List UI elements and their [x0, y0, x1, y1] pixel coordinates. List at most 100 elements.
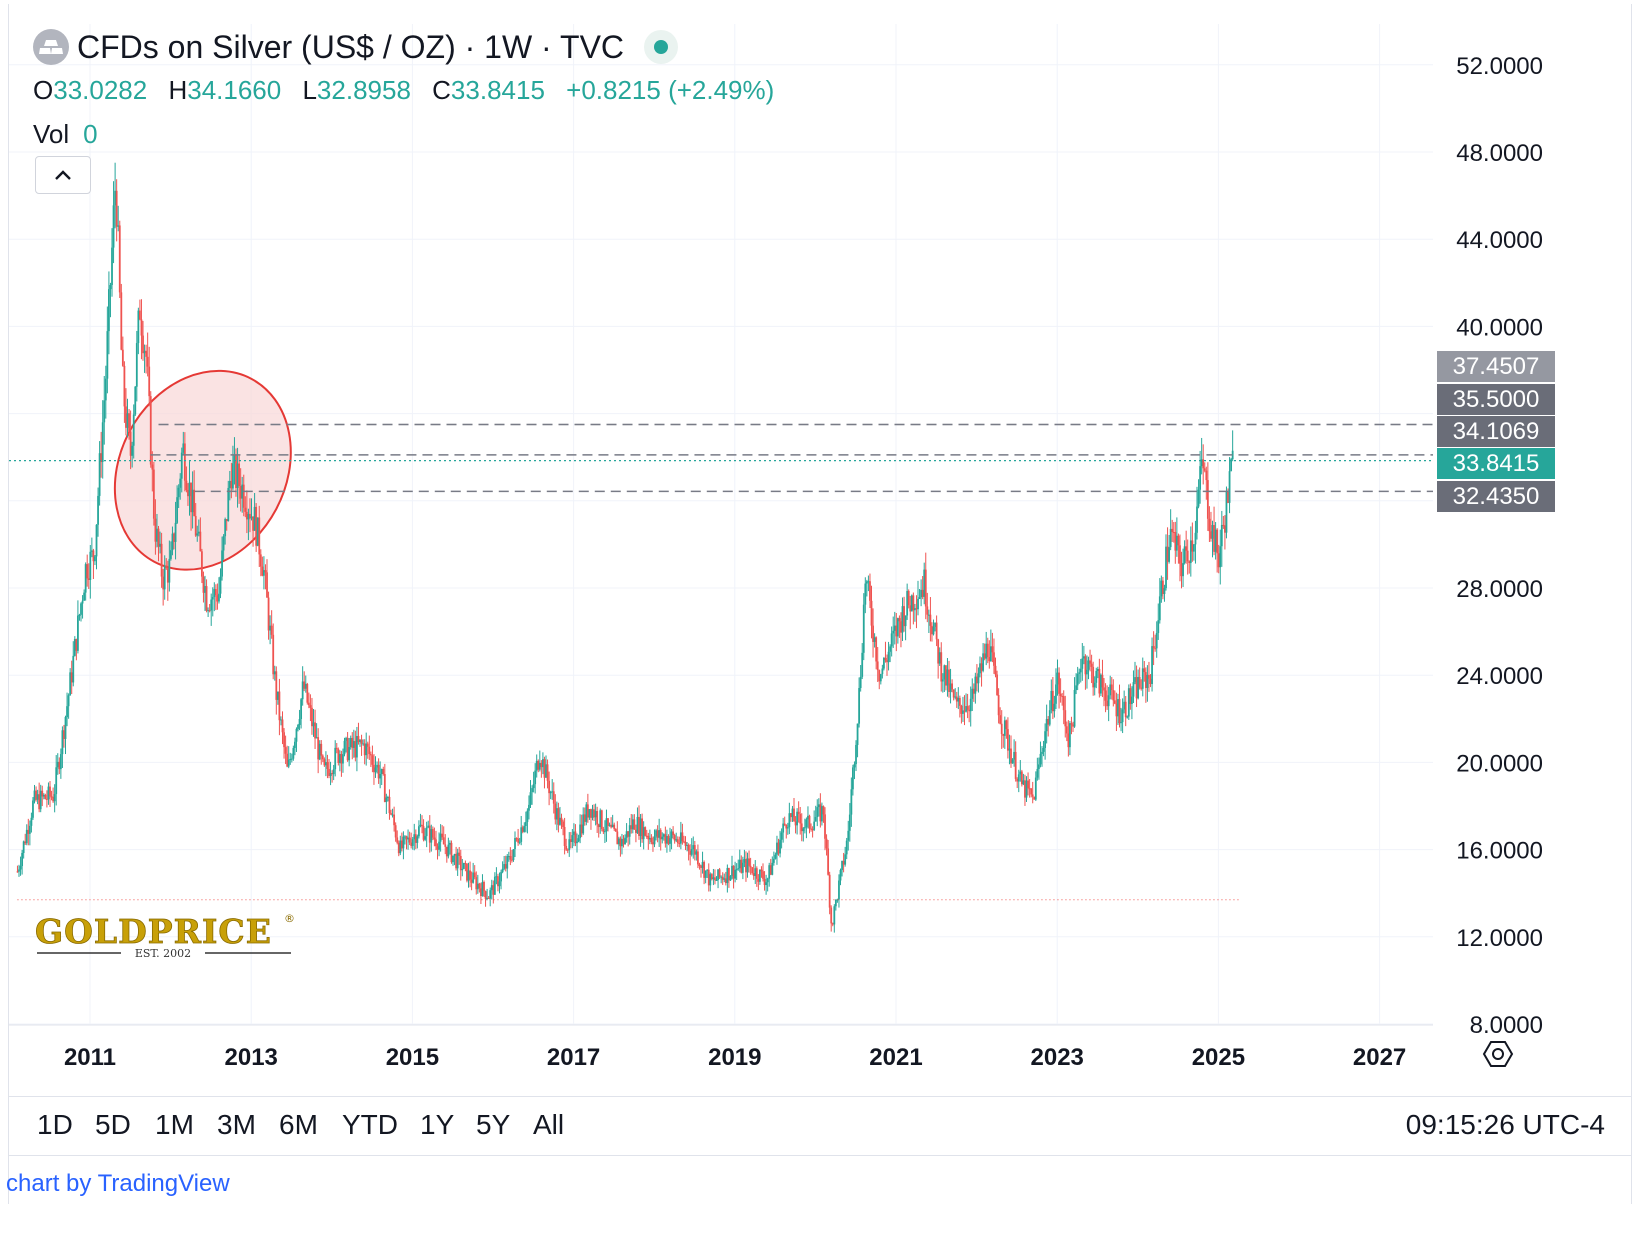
range-5y-button[interactable]: 5Y — [476, 1109, 511, 1140]
candle-body — [222, 536, 225, 551]
candle-body — [101, 422, 104, 463]
candle-body — [740, 859, 743, 873]
candle-body — [1163, 588, 1166, 595]
candle-body — [106, 331, 109, 379]
candle-body — [455, 854, 458, 869]
candle-body — [673, 835, 676, 841]
candle-body — [348, 746, 351, 761]
candle-body — [166, 568, 169, 583]
candle-body — [1055, 684, 1057, 704]
candle-body — [1197, 489, 1200, 507]
collapse-legend-button[interactable] — [35, 156, 91, 194]
timezone-clock[interactable]: 09:15:26 UTC-4 — [1405, 1109, 1605, 1140]
candle-body — [235, 455, 237, 488]
price-axis[interactable]: 52.0000 48.0000 44.0000 40.0000 28.0000 24.00… — [1456, 53, 1543, 1039]
candle-body — [149, 396, 152, 465]
candle-body — [42, 794, 45, 797]
symbol-title[interactable]: CFDs on Silver (US$ / OZ) · 1W · TVC — [77, 28, 625, 65]
range-6m-button[interactable]: 6M — [279, 1109, 318, 1140]
candle-body — [724, 878, 727, 884]
candle-body — [28, 825, 31, 834]
range-1y-button[interactable]: 1Y — [420, 1109, 455, 1140]
attribution-brand[interactable]: TradingView — [97, 1170, 230, 1197]
candle-body — [1086, 669, 1088, 675]
candle-body — [97, 495, 99, 525]
time-axis[interactable]: 2011 2013 2015 2017 2019 2021 2023 2025 2027 — [9, 1024, 1433, 1071]
gear-icon[interactable] — [1482, 1041, 1514, 1067]
candle-body — [239, 486, 242, 499]
candle-body — [497, 876, 499, 887]
y-tick-label: 52.0000 — [1456, 53, 1543, 80]
candle-body — [1227, 492, 1229, 503]
candle-body — [808, 815, 811, 829]
candle-body — [309, 705, 312, 708]
candle-body — [433, 837, 436, 840]
level-price-label: 32.4350 — [1453, 483, 1540, 510]
candle-body — [780, 832, 783, 840]
candle-body — [1033, 796, 1036, 800]
range-1m-button[interactable]: 1M — [155, 1109, 194, 1140]
candle-body — [1206, 480, 1209, 519]
candle-body — [1200, 459, 1203, 467]
low-value: 32.8958 — [316, 75, 411, 105]
range-1d-button[interactable]: 1D — [37, 1109, 73, 1140]
range-ytd-button[interactable]: YTD — [342, 1109, 398, 1140]
candle-body — [275, 671, 278, 700]
current-price-tag — [1437, 448, 1555, 479]
price-chart[interactable]: 37.4507 35.5000 34.1069 32.4350 33.8415 GOLD… — [9, 4, 1632, 1094]
candle-body — [32, 800, 34, 818]
range-3m-button[interactable]: 3M — [217, 1109, 256, 1140]
candle-body — [36, 794, 39, 800]
candle-body — [927, 614, 930, 616]
range-all-button[interactable]: All — [533, 1109, 565, 1140]
change-value: +0.8215 (+2.49%) — [566, 75, 775, 105]
candle-body — [487, 897, 490, 899]
candle-body — [1110, 684, 1113, 691]
candle-body — [734, 870, 737, 879]
candle-body — [397, 842, 400, 854]
candle-body — [269, 625, 272, 631]
candle-body — [892, 630, 895, 634]
candle-body — [1135, 677, 1138, 699]
candle-body — [1090, 663, 1093, 667]
candle-body — [921, 589, 924, 597]
volume-row[interactable]: Vol 0 — [33, 116, 788, 152]
candle-body — [726, 868, 729, 884]
candle-body — [779, 839, 781, 854]
y-tick-label: 12.0000 — [1456, 925, 1543, 952]
candle-body — [1069, 723, 1071, 748]
candle-body — [1010, 748, 1012, 764]
candle-body — [532, 784, 535, 789]
candle-body — [425, 827, 428, 837]
symbol-title-row[interactable]: CFDs on Silver (US$ / OZ) · 1W · TVC — [33, 26, 788, 68]
candle-body — [941, 679, 944, 682]
candle-body — [94, 556, 96, 562]
candle-body — [924, 569, 927, 607]
candle-body — [64, 717, 67, 739]
candle-body — [743, 858, 746, 863]
logo-wordmark: GOLDPRICE — [35, 912, 272, 951]
candle-body — [991, 646, 994, 653]
candle-body — [323, 759, 326, 766]
market-status-indicator[interactable] — [644, 30, 679, 64]
candle-body — [876, 661, 879, 671]
tradingview-attribution[interactable]: e chart by TradingView — [0, 1170, 230, 1198]
candle-body — [365, 743, 368, 756]
candle-body — [1189, 540, 1192, 564]
candle-body — [1177, 535, 1180, 546]
candle-body — [187, 490, 189, 497]
candle-body — [298, 719, 301, 726]
candle-body — [22, 841, 25, 854]
candle-body — [1056, 672, 1059, 685]
candle-body — [165, 565, 168, 569]
candle-body — [1124, 701, 1127, 718]
candle-body — [1050, 690, 1053, 711]
candle-body — [585, 804, 588, 822]
candle-body — [810, 828, 812, 830]
candle-body — [438, 841, 440, 850]
candle-body — [108, 289, 110, 332]
candle-body — [193, 489, 196, 517]
candle-body — [1205, 470, 1208, 481]
range-5d-button[interactable]: 5D — [95, 1109, 131, 1140]
candle-body — [137, 310, 140, 344]
